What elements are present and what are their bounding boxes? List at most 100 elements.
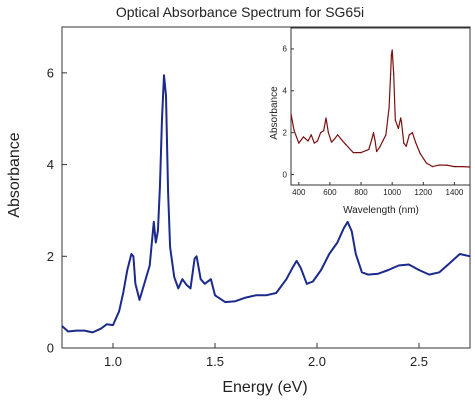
data-point xyxy=(390,54,392,56)
data-point xyxy=(173,276,175,278)
data-point xyxy=(393,73,395,75)
data-point xyxy=(405,145,407,147)
data-point xyxy=(185,284,187,286)
data-point xyxy=(408,134,410,136)
data-point xyxy=(400,117,402,119)
data-point xyxy=(159,186,161,189)
data-point xyxy=(397,127,399,130)
data-point xyxy=(360,152,362,154)
data-point xyxy=(371,138,373,140)
data-point xyxy=(92,331,94,333)
data-point xyxy=(388,106,390,109)
data-point xyxy=(334,138,336,140)
data-point xyxy=(106,323,108,325)
data-point xyxy=(298,142,300,144)
y-tick-label: 2 xyxy=(283,128,288,137)
data-point xyxy=(214,294,216,296)
data-point xyxy=(132,255,134,257)
data-point xyxy=(265,294,267,296)
inset-plot-frame xyxy=(290,27,471,186)
data-point xyxy=(300,267,302,269)
data-point xyxy=(438,164,440,166)
data-point xyxy=(432,166,434,168)
data-point xyxy=(449,262,451,264)
data-point xyxy=(382,140,384,142)
data-point xyxy=(177,287,179,289)
main-plot-frame xyxy=(61,26,471,349)
data-point xyxy=(374,140,376,142)
data-point xyxy=(126,269,128,271)
data-point xyxy=(275,292,277,294)
y-tick-label: 2 xyxy=(47,249,54,264)
x-tick-label: 1200 xyxy=(414,188,432,197)
data-point xyxy=(408,263,410,266)
data-point xyxy=(379,146,381,148)
data-point xyxy=(224,301,226,303)
data-point xyxy=(196,255,198,257)
x-tick-label: 2.5 xyxy=(410,354,428,369)
data-point xyxy=(425,162,427,164)
data-point xyxy=(340,138,342,140)
data-point xyxy=(385,134,387,136)
data-point xyxy=(390,73,392,75)
data-point xyxy=(461,166,463,168)
data-point xyxy=(355,253,357,255)
data-point xyxy=(453,166,455,168)
data-point xyxy=(285,278,287,280)
main-x-axis-label: Energy (eV) xyxy=(222,379,307,396)
data-point xyxy=(403,142,405,144)
inset-axis-ticks: 400 600 800 1000 1200 1400 0 2 4 6 xyxy=(283,45,464,197)
data-point xyxy=(310,134,312,136)
data-point xyxy=(67,330,69,333)
data-point xyxy=(336,241,338,244)
data-point xyxy=(400,121,403,123)
x-tick-label: 1.0 xyxy=(104,354,122,369)
data-point xyxy=(320,269,322,271)
data-point xyxy=(394,119,396,121)
x-tick-label: 1000 xyxy=(383,188,401,197)
data-point xyxy=(376,150,378,153)
data-point xyxy=(352,152,354,154)
data-point xyxy=(234,300,236,302)
y-tick-label: 4 xyxy=(283,87,288,96)
data-point xyxy=(342,228,345,230)
data-point xyxy=(138,299,141,301)
x-tick-label: 800 xyxy=(354,188,368,197)
data-point xyxy=(372,132,375,134)
data-point xyxy=(245,297,247,299)
data-point xyxy=(302,136,305,138)
data-point xyxy=(181,278,183,280)
data-point xyxy=(153,221,155,223)
x-tick-label: 2.0 xyxy=(308,354,326,369)
data-point xyxy=(130,253,132,255)
data-point xyxy=(75,330,77,332)
inset-data-points xyxy=(290,49,471,168)
data-point xyxy=(344,143,347,145)
data-point xyxy=(327,132,329,134)
main-axis-ticks: 1.0 1.5 2.0 2.5 0 2 4 6 xyxy=(47,65,428,369)
data-point xyxy=(200,278,202,280)
data-point xyxy=(169,246,171,248)
y-tick-label: 4 xyxy=(47,157,54,172)
x-tick-label: 600 xyxy=(323,188,337,197)
data-point xyxy=(323,130,325,132)
data-point xyxy=(306,283,308,285)
y-tick-label: 6 xyxy=(283,45,288,54)
data-point xyxy=(446,164,448,166)
data-point xyxy=(161,118,163,120)
data-point xyxy=(325,117,327,119)
data-point xyxy=(255,294,257,296)
main-chart-title: Optical Absorbance Spectrum for SG65i xyxy=(116,4,364,20)
data-point xyxy=(330,141,333,143)
data-point xyxy=(118,310,120,312)
data-point xyxy=(368,148,370,150)
y-tick-label: 6 xyxy=(47,65,54,80)
data-point xyxy=(377,273,379,275)
data-point xyxy=(351,230,353,232)
y-tick-label: 0 xyxy=(283,170,288,179)
data-point xyxy=(194,258,196,260)
data-point xyxy=(204,283,206,285)
data-point xyxy=(320,132,322,134)
